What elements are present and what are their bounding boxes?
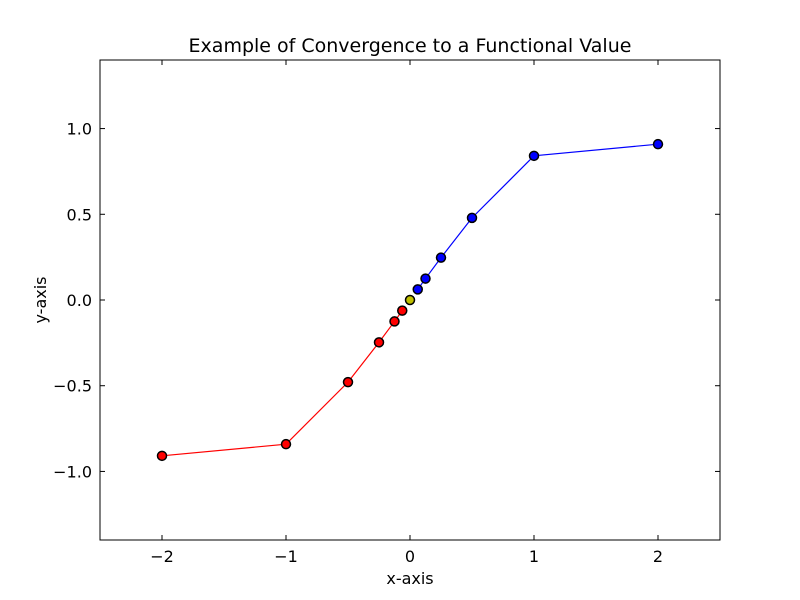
data-point — [342, 376, 354, 388]
data-point — [412, 284, 423, 295]
chart-title: Example of Convergence to a Functional V… — [189, 35, 632, 57]
data-point — [389, 316, 400, 327]
data-point — [652, 138, 664, 150]
data-point — [420, 273, 431, 284]
data-point — [528, 150, 540, 162]
y-tick-label: −0.5 — [53, 377, 92, 396]
x-axis-ticks: −2 −1 0 1 2 — [150, 60, 663, 566]
y-tick-label: 1.0 — [67, 120, 92, 139]
data-point — [404, 294, 416, 306]
data-point — [156, 450, 168, 462]
x-tick-label: −1 — [274, 547, 298, 566]
y-axis-label: y-axis — [31, 276, 50, 323]
data-point — [397, 305, 408, 316]
y-tick-label: −1.0 — [53, 462, 92, 481]
data-point — [466, 212, 478, 224]
y-tick-label: 0.5 — [67, 205, 92, 224]
data-point — [435, 252, 447, 263]
x-axis-label: x-axis — [386, 569, 433, 588]
series-points — [156, 138, 664, 462]
series-line-1 — [161, 310, 403, 457]
data-point — [280, 438, 292, 450]
x-tick-label: −2 — [150, 547, 174, 566]
y-tick-label: 0.0 — [67, 291, 92, 310]
series-line-2 — [417, 143, 659, 290]
x-tick-label: 1 — [529, 547, 539, 566]
x-tick-label: 0 — [405, 547, 415, 566]
y-axis-ticks: −1.0 −0.5 0.0 0.5 1.0 — [53, 120, 720, 481]
data-point — [373, 337, 385, 348]
x-tick-label: 2 — [653, 547, 663, 566]
